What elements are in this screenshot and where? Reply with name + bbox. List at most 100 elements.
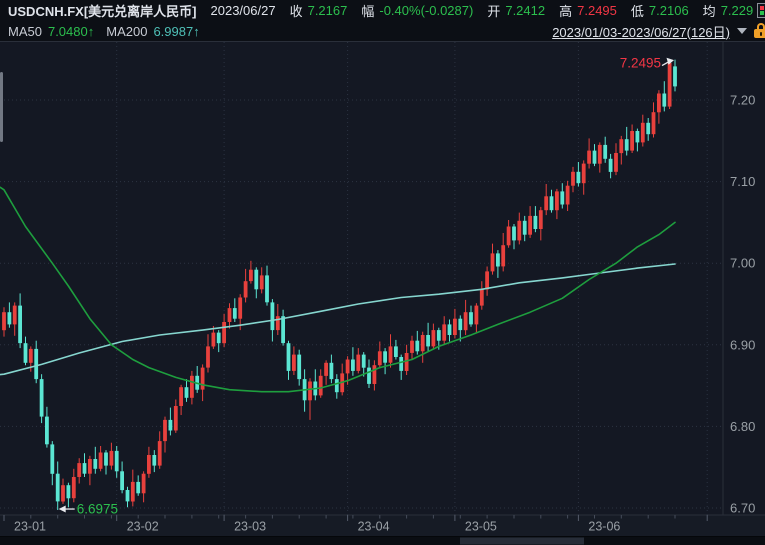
candle [506,226,511,246]
candle [7,312,12,325]
quote-field-open: 开 7.2412 [487,3,546,19]
candle [12,305,17,325]
chart-style-icon-green-cell [760,11,764,15]
candle [93,459,98,469]
candle [673,66,677,87]
candle [533,215,538,229]
candle [608,158,613,172]
candle [538,210,543,229]
candle [18,305,22,344]
x-axis-label: 23-04 [358,520,390,534]
x-axis[interactable]: 23-01 23-02 23-03 23-04 23-05 23-06 [0,514,765,536]
candle [324,362,328,376]
candle [410,340,414,353]
candle [71,477,76,499]
candle [565,185,570,205]
symbol-title: USDCNH.FX[美元兑离岸人民币] [8,4,197,19]
candle [383,351,387,363]
candle [372,365,377,384]
candle [388,346,393,363]
y-axis-label: 6.70 [730,501,755,516]
candle [549,196,554,211]
candle [544,196,549,211]
candle [190,375,194,398]
candle [646,122,651,135]
candle [367,367,371,384]
left-scrollbar-thumb[interactable] [0,72,3,142]
y-axis-label: 7.20 [730,93,755,108]
range-slider-thumb[interactable] [460,537,584,545]
candle [399,357,404,371]
candle [624,139,629,151]
candle [657,93,661,113]
candle [163,419,167,442]
date-range-selector[interactable]: 2023/01/03-2023/06/27(126日) [552,24,730,40]
candle [351,359,355,371]
candle [254,269,259,290]
candle [442,324,447,341]
x-axis-label: 23-05 [465,520,497,534]
candle [308,381,312,401]
candle [125,490,130,502]
x-axis-label: 23-01 [14,520,46,534]
candlestick-series [2,59,677,510]
high-annotation: 7.2495 [620,56,674,71]
candle [619,139,624,154]
candle [275,316,280,331]
candle [136,481,141,494]
candle [377,351,382,366]
low-price-label: 6.6975 [77,502,118,517]
ma50-line [0,186,676,393]
candle [458,318,463,331]
candle [630,131,634,151]
candle [420,335,425,352]
candle [463,312,468,331]
candle [635,131,640,143]
candle [179,387,183,406]
candle [512,226,516,241]
y-axis[interactable]: 7.20 7.10 7.00 6.90 6.80 6.70 [722,42,755,516]
x-axis-label: 23-03 [234,520,266,534]
quote-field-low: 低 7.2106 [630,3,689,19]
candle [485,271,489,290]
quote-field-average: 均 7.229 [702,3,754,19]
candle [469,312,473,325]
candle [334,379,339,393]
candle [614,153,618,172]
candle [640,122,645,143]
ma200-line [0,263,676,376]
candle [597,144,602,164]
candle [232,308,237,319]
chart-style-icon[interactable] [757,3,765,18]
candle [39,379,44,417]
chart-plot-area[interactable] [0,42,765,515]
candle [173,406,178,431]
candle [206,346,210,368]
candle [474,305,479,325]
candle [528,215,532,235]
low-annotation: 6.6975 [58,502,118,517]
candle [45,416,49,445]
candle [104,452,108,466]
candle [581,163,586,184]
candle [23,343,28,363]
candle [114,450,119,472]
candle [592,150,597,164]
candle [404,353,409,371]
lock-icon[interactable] [754,23,765,39]
candle [329,362,334,380]
candle [517,220,522,241]
candle [453,318,457,335]
x-axis-label: 23-02 [127,520,159,534]
candle [662,93,667,107]
candle [345,359,350,374]
range-slider-strip[interactable] [0,536,765,545]
candle [361,354,366,368]
candle [88,459,92,474]
candle [98,452,103,469]
quote-date: 2023/06/27 [210,3,276,18]
chevron-down-icon[interactable] [737,28,747,34]
candle [147,455,151,474]
